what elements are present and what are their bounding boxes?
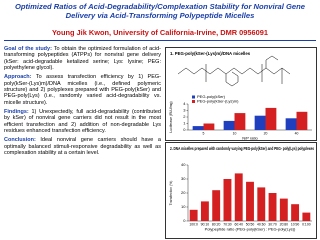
bar <box>212 190 221 221</box>
bar <box>203 123 215 130</box>
section-text: Ideal nonviral gene carriers should have… <box>4 137 161 157</box>
section-text: To assess transfection efficiency by 1) … <box>4 74 161 106</box>
y-tick-label: 0 <box>183 218 186 223</box>
bar <box>234 173 243 221</box>
author: Young Jik Kwon, University of California… <box>52 28 268 37</box>
section-heading: Goal of the study: <box>4 46 52 52</box>
x-axis-label: Polypeptide ratio (PEG-poly(kSer) : PEG-… <box>205 227 296 232</box>
panel-title: 1. PEG-poly(kSer-(Lys)m)/DNA micelles <box>170 51 251 56</box>
bar <box>223 120 235 130</box>
bar <box>192 126 204 130</box>
x-tick-label: 40 <box>295 131 299 135</box>
panel-2: 2. DNA micelles prepared with randomly v… <box>165 142 317 239</box>
section-text: 1) Unexpectedly, full acid-degradability… <box>4 109 161 134</box>
legend-label: PEG-poly(kSer-(Lys)m) <box>197 99 239 104</box>
x-tick-label: 100:0 <box>189 222 198 226</box>
x-tick-label: 10:90 <box>291 222 300 226</box>
x-tick-label: 60:40 <box>234 222 243 226</box>
x-tick-label: 70:30 <box>223 222 232 226</box>
y-tick-label: 3 <box>183 108 186 113</box>
y-tick-label: 2 <box>183 114 186 119</box>
x-tick-label: 90:10 <box>201 222 210 226</box>
divider <box>4 40 316 41</box>
bar <box>257 187 266 221</box>
bar <box>254 115 266 130</box>
bar <box>268 193 277 221</box>
text-column: Goal of the study: To obtain the optimiz… <box>4 46 161 160</box>
legend-swatch <box>192 100 195 103</box>
x-tick-label: 80:20 <box>212 222 221 226</box>
x-tick-label: 0:100 <box>302 222 311 226</box>
bar <box>285 118 297 130</box>
bar <box>200 201 209 221</box>
panel-1: 1. PEG-poly(kSer-(Lys)m)/DNA micelles 01 2… <box>165 47 317 141</box>
bar <box>223 179 232 221</box>
x-tick-label: 20:80 <box>280 222 289 226</box>
section: Goal of the study: To obtain the optimiz… <box>4 46 161 71</box>
bar <box>265 107 277 130</box>
y-axis-label: Luciferase (RLU/mg) <box>169 101 173 132</box>
bar <box>246 181 254 221</box>
x-tick-label: 30:70 <box>268 222 277 226</box>
section-heading: Approach: <box>4 74 32 81</box>
y-tick-label: 1 <box>183 121 186 126</box>
chemical-structure <box>177 55 291 87</box>
bar <box>296 111 308 130</box>
bar <box>189 209 198 221</box>
section-heading: Findings: <box>4 109 29 116</box>
x-tick-label: 5 <box>203 131 205 135</box>
bar <box>291 204 300 221</box>
y-tick-label: 10 <box>181 204 186 209</box>
section-heading: Conclusion: <box>4 137 36 144</box>
section: Findings: 1) Unexpectedly, full acid-deg… <box>4 109 161 134</box>
legend-swatch <box>192 95 195 99</box>
bar <box>302 212 311 221</box>
legend-label: PEG-poly(kSer) <box>197 94 226 99</box>
y-axis-label: Transfection (%) <box>169 181 173 206</box>
section: Approach: To assess transfection efficie… <box>4 74 161 105</box>
x-axis-label: N/P ratio <box>242 136 258 141</box>
bar <box>234 113 246 130</box>
bar <box>279 198 288 221</box>
x-tick-label: 10 <box>233 131 237 135</box>
title: Optimized Ratios of Acid-Degradability/C… <box>14 2 305 20</box>
y-tick-label: 4 <box>183 101 186 106</box>
section: Conclusion: Ideal nonviral gene carriers… <box>4 137 161 156</box>
y-tick-label: 30 <box>181 176 186 181</box>
y-tick-label: 40 <box>181 162 186 167</box>
panel-title: 2. DNA micelles prepared with randomly v… <box>170 146 314 151</box>
section-text: To obtain the optimized formulation of a… <box>4 46 161 71</box>
x-tick-label: 40:60 <box>257 222 266 226</box>
x-tick-label: 50:50 <box>246 222 255 226</box>
y-tick-label: 20 <box>181 190 186 195</box>
x-tick-label: 20 <box>264 131 268 135</box>
y-tick-label: 0 <box>183 127 186 132</box>
